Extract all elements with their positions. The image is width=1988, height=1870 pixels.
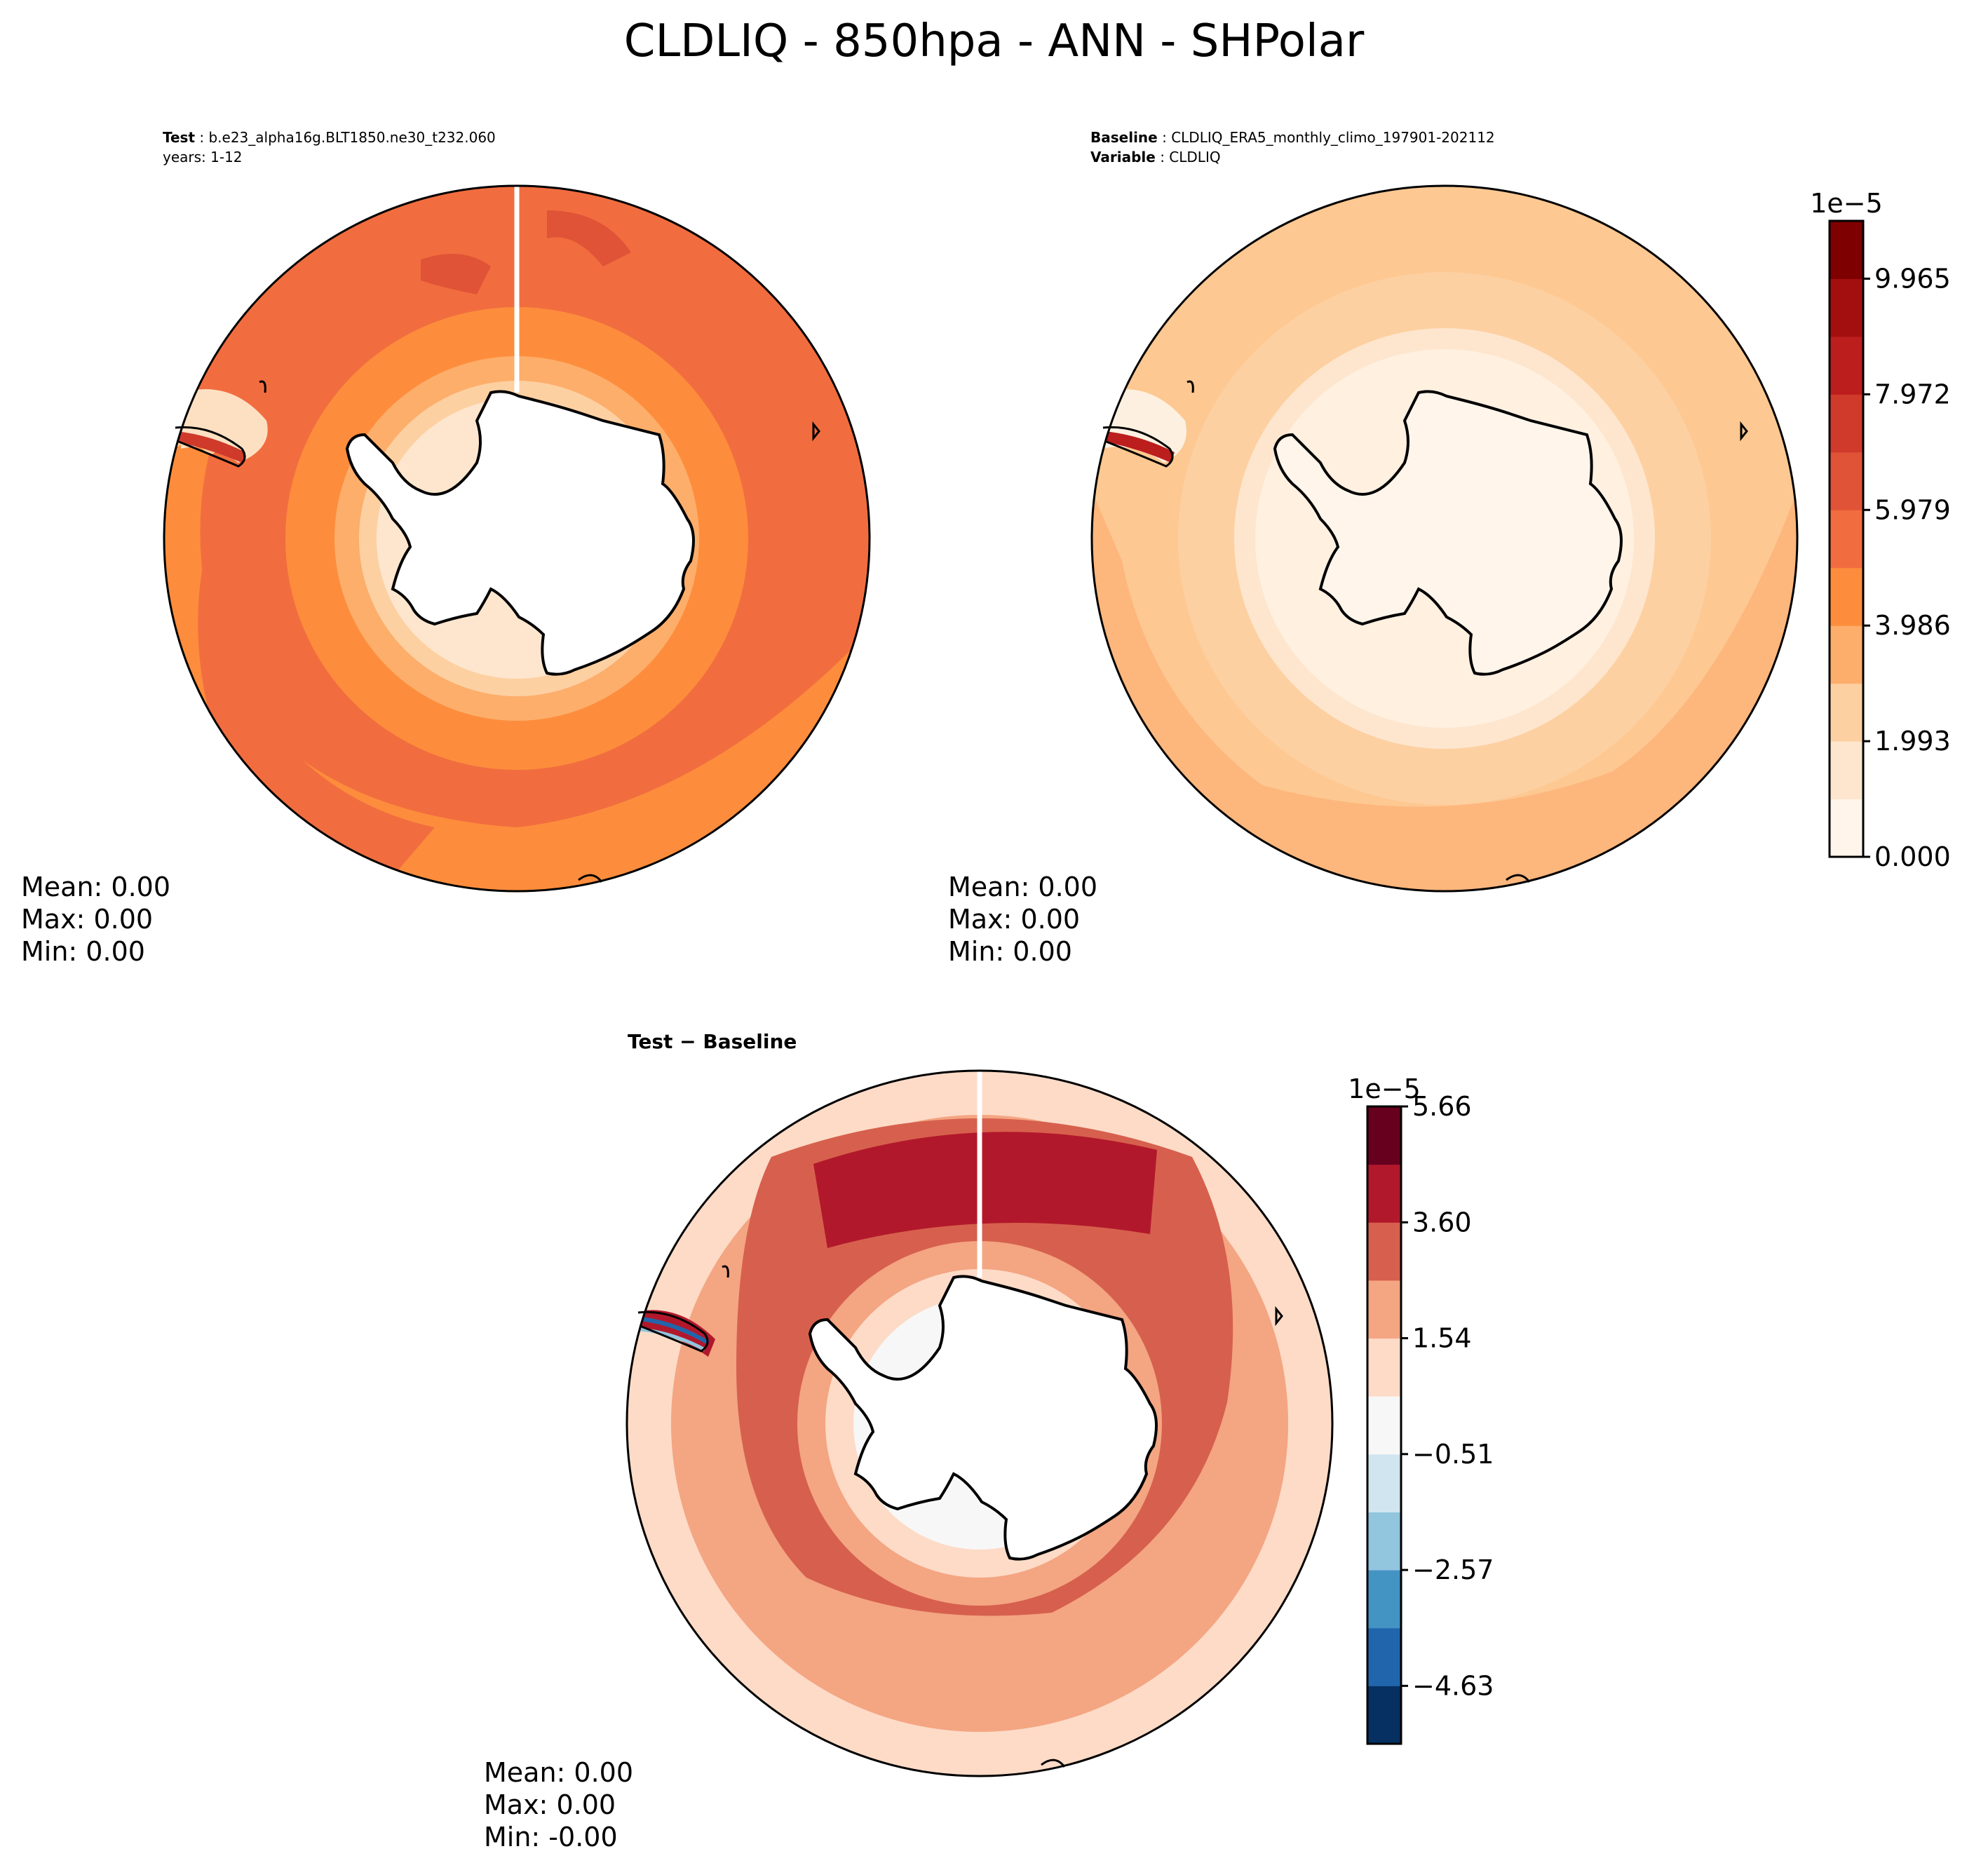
test-south-america-tip [175,426,246,468]
test-case-name: b.e23_alpha16g.BLT1850.ne30_t232.060 [208,129,496,146]
diff-colorbar-level-9 [1367,1164,1401,1223]
main-colorbar-tick-label: 3.986 [1874,610,1951,641]
baseline-min: Min: 0.00 [948,936,1072,967]
baseline-header: Baseline : CLDLIQ_ERA5_monthly_climo_197… [1090,129,1495,165]
diff-colorbar-tick-label: −4.63 [1412,1670,1494,1701]
test-header: Test : b.e23_alpha16g.BLT1850.ne30_t232.… [163,129,496,165]
figure-title: CLDLIQ - 850hpa - ANN - SHPolar [623,15,1365,67]
main-colorbar-level-9 [1830,278,1863,337]
diff-map [626,1069,1334,1777]
diff-island-1 [722,1265,729,1278]
diff-stats: Mean: 0.00 Max: 0.00 Min: -0.00 [484,1756,633,1853]
baseline-map [1090,184,1799,893]
main-colorbar-level-5 [1830,510,1863,569]
baseline-antarctica [1273,390,1623,676]
main-colorbar-tick-label: 7.972 [1874,379,1951,409]
diff-colorbar-level-1 [1367,1627,1401,1686]
diff-colorbar-level-5 [1367,1396,1401,1455]
test-antarctica [345,390,695,676]
main-colorbar-level-1 [1830,741,1863,800]
baseline-south-america-tip [1102,426,1174,468]
diff-min: Min: -0.00 [484,1822,618,1852]
main-colorbar-tick-label: 1.993 [1874,726,1951,757]
main-colorbar-level-2 [1830,683,1863,742]
diff-colorbar-level-10 [1367,1106,1401,1165]
diff-colorbar-level-6 [1367,1338,1401,1397]
diff-mean: Mean: 0.00 [484,1757,634,1788]
test-label: Test [163,129,196,146]
test-map [163,184,871,893]
main-colorbar-level-6 [1830,452,1863,510]
main-colorbar-level-7 [1830,394,1863,453]
test-island-1 [259,380,266,393]
main-colorbar-level-8 [1830,336,1863,395]
variable-label: Variable [1090,149,1156,165]
diff-colorbar-tick-label: 3.60 [1412,1207,1472,1238]
test-stats: Mean: 0.00 Max: 0.00 Min: 0.00 [21,871,170,968]
main-colorbar-level-3 [1830,625,1863,684]
diff-map-boundary [626,1069,1334,1777]
baseline-label: Baseline [1090,129,1158,146]
diff-colorbar-tick-label: 5.66 [1412,1091,1472,1122]
diff-colorbar-tick-label: 1.54 [1412,1323,1472,1354]
diff-south-america-tip [637,1310,709,1353]
main-colorbar-tick-label: 0.000 [1874,841,1951,872]
diff-colorbar-level-3 [1367,1512,1401,1571]
diff-colorbar-level-7 [1367,1280,1401,1339]
baseline-max: Max: 0.00 [948,904,1081,935]
test-mean: Mean: 0.00 [21,872,171,902]
main-colorbar-level-0 [1830,799,1863,858]
main-colorbar-level-10 [1830,221,1863,279]
diff-colorbar-level-0 [1367,1686,1401,1744]
main-colorbar-tick-label: 9.965 [1874,263,1951,294]
test-max: Max: 0.00 [21,904,154,935]
test-years: years: 1-12 [163,149,243,165]
test-map-boundary [163,184,871,893]
diff-colorbar-level-4 [1367,1454,1401,1512]
diff-colorbar: 5.66 3.60 1.54 −0.51 −2.57 −4.63 1e−5 [1348,1073,1494,1745]
diff-header: Test − Baseline [628,1030,797,1053]
main-colorbar-level-4 [1830,567,1863,626]
diff-max: Max: 0.00 [484,1789,616,1820]
diff-colorbar-tick-label: −2.57 [1412,1554,1494,1585]
baseline-stats: Mean: 0.00 Max: 0.00 Min: 0.00 [948,871,1097,968]
diff-colorbar-level-8 [1367,1222,1401,1281]
diff-colorbar-exponent: 1e−5 [1348,1073,1421,1104]
baseline-case-name: CLDLIQ_ERA5_monthly_climo_197901-202112 [1171,129,1495,146]
diff-antarctica [808,1275,1158,1561]
variable-name: CLDLIQ [1169,149,1221,165]
baseline-island-2 [1740,421,1748,442]
main-colorbar-exponent: 1e−5 [1810,188,1883,219]
main-colorbar: 0.000 1.993 3.986 5.979 7.972 9.965 1e−5 [1810,188,1951,872]
baseline-mean: Mean: 0.00 [948,872,1098,902]
baseline-island-1 [1186,380,1194,393]
diff-colorbar-tick-label: −0.51 [1412,1439,1494,1470]
diff-island-2 [1275,1306,1283,1327]
main-colorbar-frame [1828,219,1865,858]
diff-colorbar-level-2 [1367,1570,1401,1629]
test-min: Min: 0.00 [21,936,145,967]
test-island-2 [812,421,820,442]
diff-colorbar-frame [1366,1105,1402,1745]
main-colorbar-tick-label: 5.979 [1874,494,1951,525]
baseline-map-boundary [1090,184,1799,893]
